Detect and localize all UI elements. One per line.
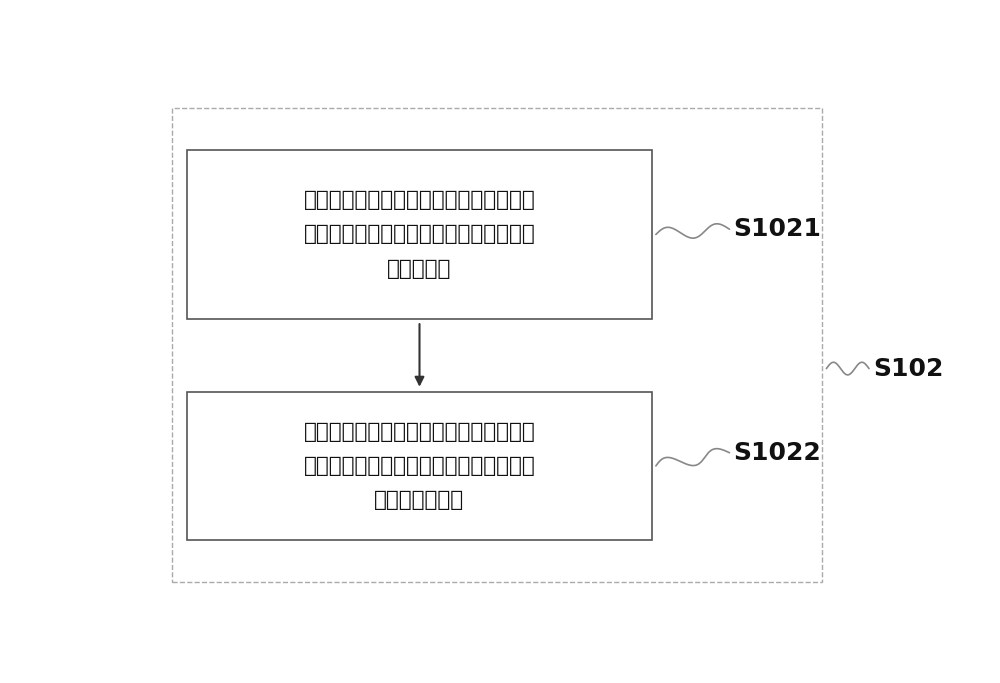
- Text: 除所述特征公共字段外的全部字段数据作: 除所述特征公共字段外的全部字段数据作: [304, 456, 535, 476]
- Bar: [187, 150, 652, 318]
- Text: S1021: S1021: [733, 217, 821, 241]
- Bar: [187, 392, 652, 540]
- Bar: [172, 108, 822, 582]
- Text: 将与所述特征表字段数据存在对应关系且: 将与所述特征表字段数据存在对应关系且: [304, 421, 535, 442]
- Text: 针对其中一张待扩充表的特征公共字段中: 针对其中一张待扩充表的特征公共字段中: [304, 191, 535, 210]
- Text: S1022: S1022: [733, 441, 821, 464]
- Text: 段进行过滤: 段进行过滤: [387, 259, 452, 279]
- Text: 的特征表字段数据对待扩充表的全部表字: 的特征表字段数据对待扩充表的全部表字: [304, 225, 535, 245]
- Text: S102: S102: [873, 357, 943, 380]
- Text: 为第一查询结果: 为第一查询结果: [374, 490, 465, 510]
